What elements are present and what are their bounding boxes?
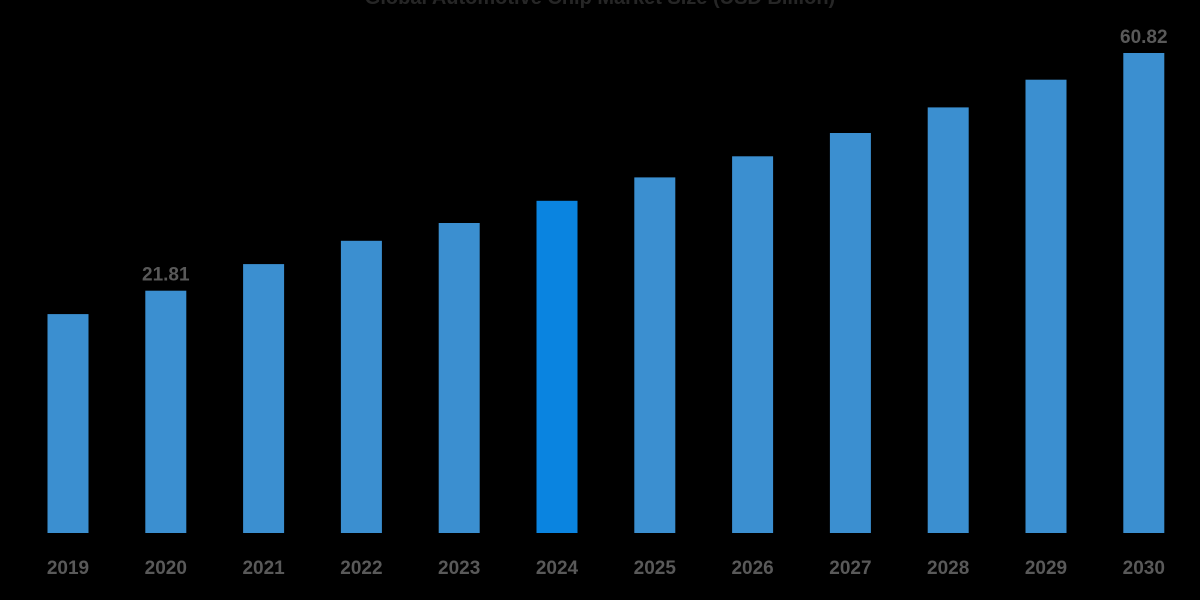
data-label-2020: 21.81	[142, 265, 190, 286]
chart-title: Global Automotive Chip Market Size (USD …	[365, 0, 835, 9]
x-tick-label-2027: 2027	[829, 558, 871, 579]
bar-2019	[47, 314, 89, 533]
x-tick-label-2019: 2019	[47, 558, 89, 579]
bar-2030	[1123, 53, 1165, 533]
bar-2026	[732, 156, 774, 534]
x-tick-label-2030: 2030	[1123, 558, 1165, 579]
x-tick-label-2029: 2029	[1025, 558, 1067, 579]
data-labels-group: 21.81 60.82	[142, 27, 1168, 286]
bar-2023	[438, 223, 480, 533]
bar-2029	[1025, 79, 1067, 533]
x-tick-label-2026: 2026	[731, 558, 773, 579]
bar-2027	[829, 133, 871, 533]
x-tick-label-2020: 2020	[145, 558, 187, 579]
x-tick-label-2022: 2022	[340, 558, 382, 579]
bar-2022	[340, 240, 382, 534]
x-tick-label-2028: 2028	[927, 558, 969, 579]
bar-2020	[145, 290, 187, 533]
bar-2021	[243, 264, 285, 533]
x-tick-labels-group: 2019 2020 2021 2022 2023 2024 2025 2026 2027 2028…	[47, 558, 1165, 579]
x-tick-label-2024: 2024	[536, 558, 579, 579]
bar-2028	[927, 107, 969, 534]
bar-2025	[634, 177, 676, 533]
data-label-2030: 60.82	[1120, 27, 1168, 48]
bar-2024	[536, 200, 578, 534]
bars-group	[47, 53, 1165, 534]
x-tick-label-2025: 2025	[634, 558, 677, 579]
x-tick-label-2021: 2021	[242, 558, 285, 579]
x-tick-label-2023: 2023	[438, 558, 480, 579]
